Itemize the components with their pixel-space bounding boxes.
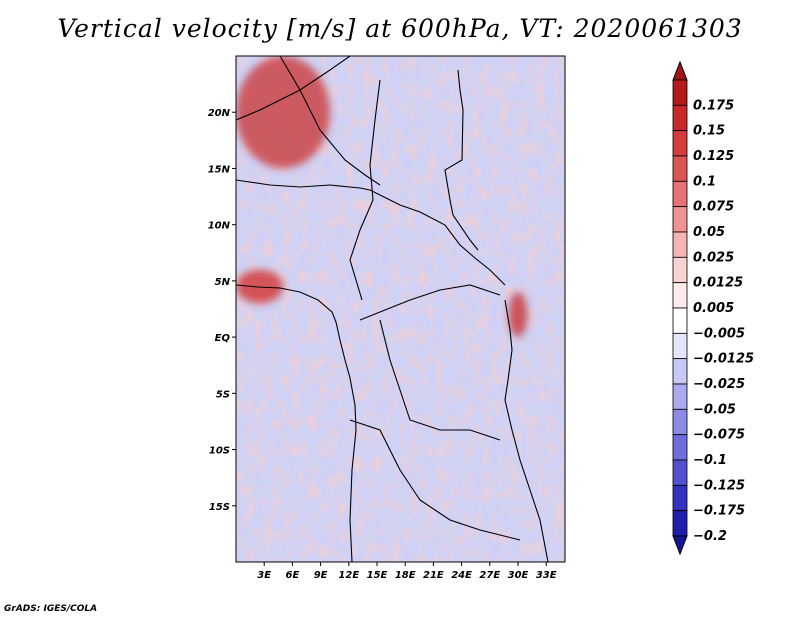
colorbar-segment: [672, 206, 688, 233]
chart-title: Vertical velocity [m/s] at 600hPa, VT: 2…: [57, 14, 743, 43]
map-frame: [235, 55, 566, 563]
colorbar-segment: [672, 155, 688, 182]
colorbar-segment: [672, 383, 688, 410]
colorbar-segment: [672, 180, 688, 208]
colorbar-segment: [672, 282, 688, 309]
border-north: [236, 56, 381, 301]
x-tick-label: 18E: [395, 570, 416, 581]
colorbar-segment: [672, 510, 688, 537]
colorbar-label: 0.0125: [693, 276, 743, 291]
y-tick-label: 15S: [209, 502, 230, 513]
colorbar-label: 0.005: [693, 301, 734, 316]
y-tick-label: 10N: [208, 221, 231, 232]
x-tick-label: 3E: [257, 570, 271, 581]
map-panel: [236, 56, 565, 562]
border-sahel: [236, 179, 506, 286]
border-central: [349, 284, 521, 541]
x-tick-label: 27E: [479, 570, 500, 581]
colorbar-label: −0.05: [693, 402, 736, 417]
colorbar-segment: [672, 307, 688, 334]
x-tick-label: 21E: [423, 570, 444, 581]
y-tick-label: EQ: [215, 333, 231, 344]
colorbar-label: 0.125: [693, 149, 734, 164]
colorbar-label: 0.025: [693, 250, 734, 265]
x-tick-label: 30E: [508, 570, 529, 581]
colorbar-segment: [672, 332, 688, 360]
colorbar-label: −0.075: [693, 428, 745, 443]
ascent-region-3: [508, 292, 528, 338]
colorbar-label: 0.175: [693, 98, 734, 113]
y-tick-label: 20N: [208, 108, 231, 119]
colorbar-segment: [672, 484, 688, 512]
coastline-west-africa: [236, 284, 357, 562]
colorbar-label: −0.2: [693, 529, 727, 544]
colorbar-label: 0.1: [693, 174, 716, 189]
grads-credit: GrADS: IGES/COLA: [4, 604, 98, 614]
y-tick-label: 10S: [209, 446, 230, 457]
colorbar-segment: [672, 104, 688, 132]
colorbar-label: −0.175: [693, 504, 745, 519]
colorbar-segment: [672, 358, 688, 385]
y-tick-label: 15N: [208, 164, 231, 175]
colorbar-segment: [672, 434, 688, 461]
colorbar-segment: [672, 130, 688, 157]
colorbar-label: 0.075: [693, 200, 734, 215]
colorbar-bottom-triangle: [672, 535, 688, 556]
ascent-region-2: [236, 269, 283, 304]
x-tick-label: 12E: [338, 570, 359, 581]
colorbar-segment: [672, 79, 688, 106]
colorbar-label: −0.125: [693, 478, 745, 493]
colorbar-segment: [672, 459, 688, 486]
border-east-africa: [504, 299, 549, 562]
colorbar-segment: [672, 256, 688, 284]
x-tick-label: 9E: [314, 570, 328, 581]
colorbar-label: 0.05: [693, 225, 725, 240]
x-tick-label: 15E: [367, 570, 388, 581]
y-tick-label: 5S: [216, 389, 230, 400]
colorbar-label: 0.15: [693, 124, 725, 139]
x-tick-label: 6E: [286, 570, 300, 581]
colorbar-label: −0.005: [693, 326, 745, 341]
x-tick-label: 24E: [451, 570, 472, 581]
colorbar-top-triangle: [672, 60, 688, 81]
ascent-region-1: [236, 56, 330, 169]
x-tick-label: 33E: [536, 570, 557, 581]
colorbar-segment: [672, 408, 688, 436]
colorbar-segment: [672, 231, 688, 258]
y-tick-label: 5N: [215, 277, 231, 288]
colorbar-label: −0.0125: [693, 352, 754, 367]
colorbar-label: −0.1: [693, 453, 727, 468]
colorbar-label: −0.025: [693, 377, 745, 392]
border-northeast: [444, 69, 479, 251]
